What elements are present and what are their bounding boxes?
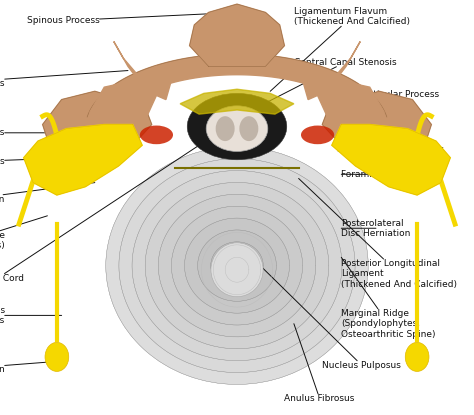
Polygon shape	[332, 124, 450, 195]
Ellipse shape	[106, 147, 368, 384]
Text: Foraminal Stenosis: Foraminal Stenosis	[341, 170, 427, 179]
Text: Superior Articular Process
(Facet Hypertrophy): Superior Articular Process (Facet Hypert…	[322, 90, 439, 109]
Text: Dorsal Ramus: Dorsal Ramus	[0, 128, 66, 137]
Ellipse shape	[211, 243, 263, 297]
Text: Spinous Process: Spinous Process	[27, 12, 237, 25]
Text: Inferior Articular Process: Inferior Articular Process	[0, 71, 128, 88]
Polygon shape	[24, 124, 142, 195]
Text: Ligamentum Flavum
(Thickened And Calcified): Ligamentum Flavum (Thickened And Calcifi…	[270, 7, 410, 91]
Ellipse shape	[198, 230, 276, 301]
Ellipse shape	[45, 342, 69, 371]
Ellipse shape	[405, 342, 429, 371]
Ellipse shape	[184, 218, 290, 313]
Text: Posterolateral
Disc Herniation: Posterolateral Disc Herniation	[341, 219, 410, 238]
Text: Lateral Recess Stenosis: Lateral Recess Stenosis	[337, 145, 443, 154]
Polygon shape	[318, 79, 384, 137]
Text: Spinal Nerve
(Ventral Ramus): Spinal Nerve (Ventral Ramus)	[0, 216, 47, 250]
Text: Vertebral Foramen
(Narrowed): Vertebral Foramen (Narrowed)	[341, 115, 425, 134]
Text: Marginal Ridge
(Spondylophytes,
Osteoarthritic Spine): Marginal Ridge (Spondylophytes, Osteoart…	[341, 257, 436, 339]
Polygon shape	[87, 54, 387, 120]
Text: Gray Ramus
Communicans: Gray Ramus Communicans	[0, 306, 62, 325]
Ellipse shape	[211, 242, 263, 289]
Polygon shape	[43, 91, 152, 170]
Ellipse shape	[206, 106, 268, 151]
Ellipse shape	[239, 116, 258, 141]
Polygon shape	[303, 42, 360, 100]
Text: Posterior Longitudinal
Ligament
(Thickened And Calcified): Posterior Longitudinal Ligament (Thicken…	[299, 178, 457, 289]
Ellipse shape	[172, 206, 302, 325]
Text: Nucleus Pulposus: Nucleus Pulposus	[256, 261, 401, 370]
Ellipse shape	[119, 159, 355, 373]
Ellipse shape	[216, 116, 235, 141]
Ellipse shape	[132, 171, 342, 361]
Ellipse shape	[301, 125, 334, 144]
Polygon shape	[90, 79, 156, 137]
Text: Sympathetic Ganglion: Sympathetic Ganglion	[0, 361, 62, 374]
Text: Spinal Ganglion: Spinal Ganglion	[0, 183, 95, 204]
Polygon shape	[180, 89, 294, 114]
Ellipse shape	[187, 93, 287, 160]
Ellipse shape	[224, 254, 250, 278]
Polygon shape	[322, 91, 431, 170]
Ellipse shape	[158, 194, 316, 337]
Polygon shape	[114, 42, 171, 100]
Ellipse shape	[140, 125, 173, 144]
Ellipse shape	[145, 183, 329, 349]
Polygon shape	[190, 4, 284, 66]
Text: Transverse Process: Transverse Process	[0, 157, 76, 166]
Text: Central Canal Stenosis: Central Canal Stenosis	[256, 58, 397, 108]
Text: Anulus Fibrosus: Anulus Fibrosus	[284, 324, 355, 403]
Text: Spinal Cord: Spinal Cord	[0, 145, 199, 283]
